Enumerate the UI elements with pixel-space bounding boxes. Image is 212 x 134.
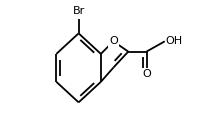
Text: Br: Br: [73, 6, 85, 16]
Text: OH: OH: [165, 36, 183, 46]
Text: O: O: [109, 36, 118, 46]
Text: O: O: [142, 69, 151, 79]
